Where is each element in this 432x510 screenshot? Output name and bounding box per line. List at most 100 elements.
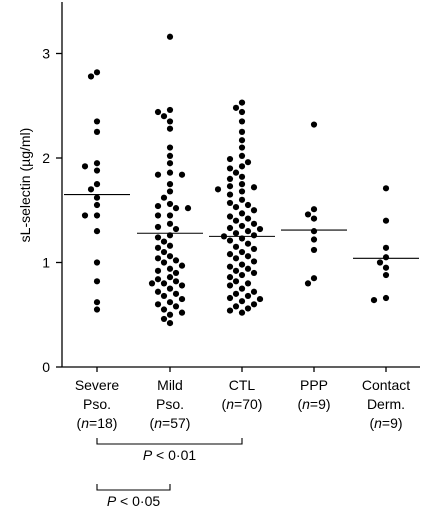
data-point bbox=[256, 225, 264, 233]
data-point bbox=[154, 244, 162, 251]
data-point bbox=[382, 271, 390, 279]
category-n-label: (n=9) bbox=[297, 396, 330, 412]
category-labels: Severe Pso. (n=18) Mild Pso. (n=57) CTL (n=70) P… bbox=[75, 377, 410, 431]
data-point bbox=[93, 160, 101, 167]
data-point bbox=[232, 230, 240, 237]
significance-label: P < 0·05 bbox=[107, 493, 161, 509]
data-point bbox=[250, 207, 258, 214]
data-point bbox=[166, 144, 174, 151]
data-point bbox=[226, 274, 234, 281]
data-point bbox=[250, 269, 258, 277]
significance-annotations: P < 0·01 P < 0·05 bbox=[96, 438, 243, 509]
data-point bbox=[376, 259, 384, 266]
data-point bbox=[232, 278, 240, 285]
y-axis-label: sL-selectin (µg/ml) bbox=[17, 128, 33, 243]
data-point bbox=[382, 264, 390, 271]
category-label-line2: Pso. bbox=[156, 396, 184, 412]
data-point bbox=[304, 280, 312, 287]
data-point bbox=[160, 238, 168, 245]
data-point bbox=[87, 186, 95, 193]
data-point bbox=[172, 257, 180, 264]
data-point bbox=[238, 128, 246, 135]
data-point bbox=[166, 253, 174, 260]
data-point bbox=[250, 220, 258, 227]
data-point bbox=[226, 155, 234, 163]
data-point bbox=[226, 224, 234, 232]
data-point bbox=[166, 160, 174, 167]
data-point bbox=[244, 253, 252, 260]
data-point bbox=[226, 307, 234, 314]
data-point bbox=[232, 255, 240, 262]
data-point bbox=[166, 125, 174, 132]
axes: 0 1 2 3 bbox=[42, 2, 420, 375]
data-point bbox=[166, 265, 174, 272]
data-point bbox=[154, 267, 162, 274]
data-point bbox=[93, 259, 101, 266]
data-point bbox=[166, 188, 174, 195]
data-point bbox=[250, 301, 258, 308]
data-point bbox=[232, 104, 240, 111]
significance-label: P < 0·01 bbox=[143, 447, 197, 463]
data-point bbox=[238, 188, 246, 195]
data-point bbox=[154, 212, 162, 219]
data-point bbox=[232, 303, 240, 310]
data-point bbox=[238, 196, 246, 203]
data-point bbox=[244, 201, 252, 209]
data-point bbox=[244, 228, 252, 235]
data-point bbox=[160, 248, 168, 256]
data-point bbox=[154, 223, 162, 231]
data-point bbox=[232, 290, 240, 297]
data-point bbox=[178, 262, 186, 269]
data-point bbox=[154, 202, 162, 210]
data-point bbox=[238, 248, 246, 256]
data-point bbox=[154, 255, 162, 262]
data-point bbox=[226, 213, 234, 220]
data-point bbox=[93, 167, 101, 174]
data-point bbox=[93, 201, 101, 209]
data-point bbox=[226, 251, 234, 258]
data-point bbox=[232, 217, 240, 224]
data-point bbox=[238, 210, 246, 217]
category-label-line2: Pso. bbox=[83, 396, 111, 412]
data-point bbox=[382, 254, 390, 261]
data-point bbox=[238, 108, 246, 116]
data-point bbox=[310, 246, 318, 254]
data-point bbox=[166, 311, 174, 318]
data-point bbox=[226, 282, 234, 289]
data-point bbox=[226, 175, 234, 182]
data-point bbox=[160, 194, 168, 201]
data-point bbox=[178, 309, 186, 316]
data-point bbox=[238, 152, 246, 160]
data-point bbox=[166, 299, 174, 306]
data-point bbox=[310, 275, 318, 282]
data-point bbox=[238, 99, 246, 106]
data-point bbox=[244, 215, 252, 222]
y-tick-label: 3 bbox=[42, 46, 50, 62]
category-n-label: (n=18) bbox=[77, 415, 118, 431]
data-point bbox=[172, 225, 180, 233]
data-point bbox=[238, 309, 246, 316]
data-point bbox=[382, 185, 390, 192]
data-point bbox=[93, 181, 101, 188]
data-point bbox=[166, 181, 174, 188]
data-point bbox=[93, 128, 101, 135]
data-point bbox=[226, 294, 234, 302]
category-n-label: (n=57) bbox=[150, 415, 191, 431]
data-point bbox=[154, 108, 162, 116]
data-point bbox=[154, 288, 162, 295]
data-point bbox=[178, 171, 186, 178]
data-point bbox=[238, 118, 246, 125]
data-point bbox=[232, 267, 240, 274]
data-point bbox=[370, 297, 378, 304]
data-point bbox=[93, 278, 101, 285]
data-point bbox=[226, 199, 234, 207]
data-point bbox=[160, 113, 168, 120]
data-point bbox=[154, 301, 162, 308]
data-point bbox=[310, 228, 318, 235]
data-point bbox=[238, 144, 246, 151]
data-point bbox=[172, 278, 180, 285]
data-point bbox=[238, 137, 246, 144]
y-tick-label: 1 bbox=[42, 255, 50, 271]
significance-bracket bbox=[96, 438, 243, 445]
